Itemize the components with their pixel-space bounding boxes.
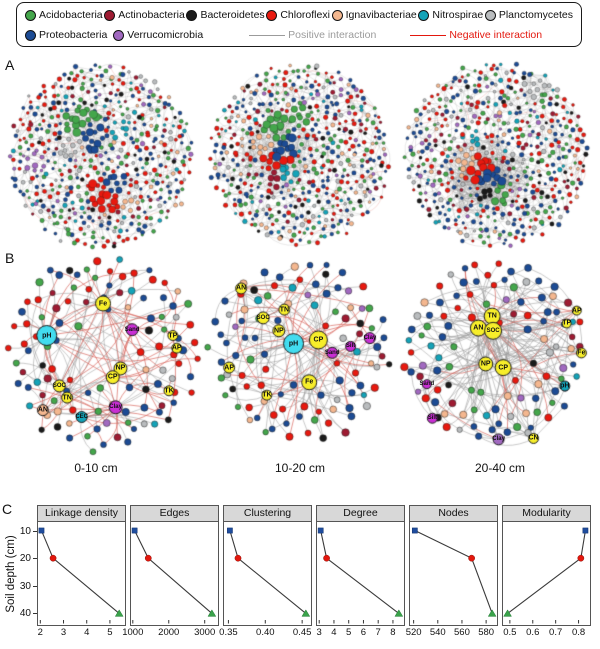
x-tick-label: 0.40	[256, 627, 275, 638]
legend-box: Acidobacteria Actinobacteria Bacteroidetes…	[16, 2, 582, 47]
x-tick-label: 0.5	[503, 627, 517, 638]
chart-degree: 3 4 5 6 7 8 Degree	[316, 505, 405, 642]
panel-c-label: C	[2, 501, 13, 517]
taxon-swatch-icon	[113, 29, 125, 41]
taxon-swatch-icon	[418, 9, 430, 21]
chart-nodes: 520 540 560 580 Nodes	[406, 505, 498, 642]
x-tick-label: 0.6	[526, 627, 540, 638]
panel-a-label: A	[5, 57, 15, 73]
legend-item-actinobacteria: Actinobacteria	[104, 9, 185, 21]
x-tick-label: 8	[390, 627, 396, 638]
legend-label: Ignavibacteriae	[345, 9, 417, 21]
legend-item-chloroflexi: Chloroflexi	[266, 9, 330, 21]
chart-linkage-density: 2 3 4 5 Linkage density	[37, 505, 126, 642]
x-tick-label: 2	[37, 627, 43, 638]
x-tick-label: 1000	[122, 627, 144, 638]
taxon-swatch-icon	[104, 9, 116, 21]
taxon-swatch-icon	[331, 9, 343, 21]
chart-clustering: 0.35 0.40 0.45 Clustering	[219, 505, 312, 642]
legend-item-bacteroidetes: Bacteroidetes	[186, 9, 265, 21]
y-tick-label: 40	[19, 608, 31, 620]
legend-label: Chloroflexi	[280, 9, 330, 21]
chart-title: Edges	[130, 505, 219, 522]
legend-label: Bacteroidetes	[200, 9, 265, 21]
x-tick-label: 0.35	[219, 627, 238, 638]
legend-item-planctomycetes: Planctomycetes	[484, 9, 573, 21]
x-tick-label: 4	[331, 627, 337, 638]
chart-title: Nodes	[409, 505, 498, 522]
legend-label: Proteobacteria	[39, 29, 108, 41]
x-tick-label: 3	[60, 627, 67, 638]
taxon-swatch-icon	[266, 9, 278, 21]
chart-plot-area	[37, 522, 126, 626]
legend-item-proteobacteria: Proteobacteria	[25, 29, 107, 41]
depth-label: 0-10 cm	[74, 461, 118, 475]
legend-item-positive-interaction: Positive interaction	[249, 29, 376, 41]
x-tick-label: 6	[360, 627, 367, 638]
y-tick-label: 30	[19, 580, 31, 592]
chart-title: Linkage density	[37, 505, 126, 522]
x-tick-label: 0.8	[571, 627, 586, 638]
legend-label: Acidobacteria	[39, 9, 103, 21]
depth-label: 10-20 cm	[274, 461, 326, 475]
legend-label: Negative interaction	[449, 29, 543, 41]
legend-label: Positive interaction	[288, 29, 377, 41]
negative-line-icon	[410, 34, 447, 36]
legend-row-1: Acidobacteria Actinobacteria Bacteroidetes…	[17, 5, 581, 25]
legend-item-ignavibacteriae: Ignavibacteriae	[331, 9, 417, 21]
y-tick-mark	[33, 530, 37, 532]
panel-c: C Soil depth (cm) 10 20 30 40 2 3 4 5 Linkage d…	[0, 500, 600, 649]
taxon-swatch-icon	[484, 9, 496, 21]
chart-title: Degree	[316, 505, 405, 522]
x-tick-label: 0.7	[549, 627, 563, 638]
y-tick-label: 10	[19, 525, 31, 537]
panel-b-label: B	[5, 250, 15, 266]
legend-label: Actinobacteria	[118, 9, 185, 21]
x-tick-label: 3	[316, 627, 322, 638]
chart-plot-area	[223, 522, 312, 626]
taxon-swatch-icon	[25, 29, 36, 41]
chart-plot-area	[409, 522, 498, 626]
legend-item-verrucomicrobia: Verrucomicrobia	[113, 29, 203, 41]
legend-row-2: Proteobacteria Verrucomicrobia Positive in…	[17, 25, 581, 45]
chart-plot-area	[316, 522, 405, 626]
x-tick-label: 5	[346, 627, 352, 638]
taxon-swatch-icon	[25, 9, 36, 21]
x-tick-label: 520	[405, 627, 422, 638]
taxon-swatch-icon	[186, 9, 198, 21]
y-tick-label: 20	[19, 553, 31, 565]
legend-item-negative-interaction: Negative interaction	[410, 29, 542, 41]
legend-label: Planctomycetes	[498, 9, 573, 21]
positive-line-icon	[249, 34, 286, 36]
x-tick-label: 4	[84, 627, 90, 638]
y-tick-mark	[33, 613, 37, 615]
x-tick-label: 3000	[194, 627, 216, 638]
legend-item-nitrospirae: Nitrospirae	[418, 9, 483, 21]
chart-title: Clustering	[223, 505, 312, 522]
chart-plot-area	[502, 522, 591, 626]
x-tick-label: 580	[478, 627, 495, 638]
legend-label: Nitrospirae	[432, 9, 484, 21]
x-tick-label: 560	[454, 627, 470, 638]
chart-plot-area	[130, 522, 219, 626]
depth-label: 20-40 cm	[474, 461, 526, 475]
y-tick-mark	[33, 585, 37, 587]
legend-label: Verrucomicrobia	[127, 29, 204, 41]
legend-item-acidobacteria: Acidobacteria	[25, 9, 103, 21]
x-tick-label: 5	[107, 627, 113, 638]
x-tick-label: 0.45	[292, 627, 312, 638]
chart-modularity: 0.5 0.6 0.7 0.8 Modularity	[502, 505, 591, 642]
y-tick-mark	[33, 558, 37, 560]
chart-title: Modularity	[502, 505, 591, 522]
x-tick-label: 2000	[158, 627, 180, 638]
x-tick-label: 7	[375, 627, 381, 638]
chart-edges: 1000 2000 3000 Edges	[122, 505, 219, 642]
x-tick-label: 540	[429, 627, 446, 638]
